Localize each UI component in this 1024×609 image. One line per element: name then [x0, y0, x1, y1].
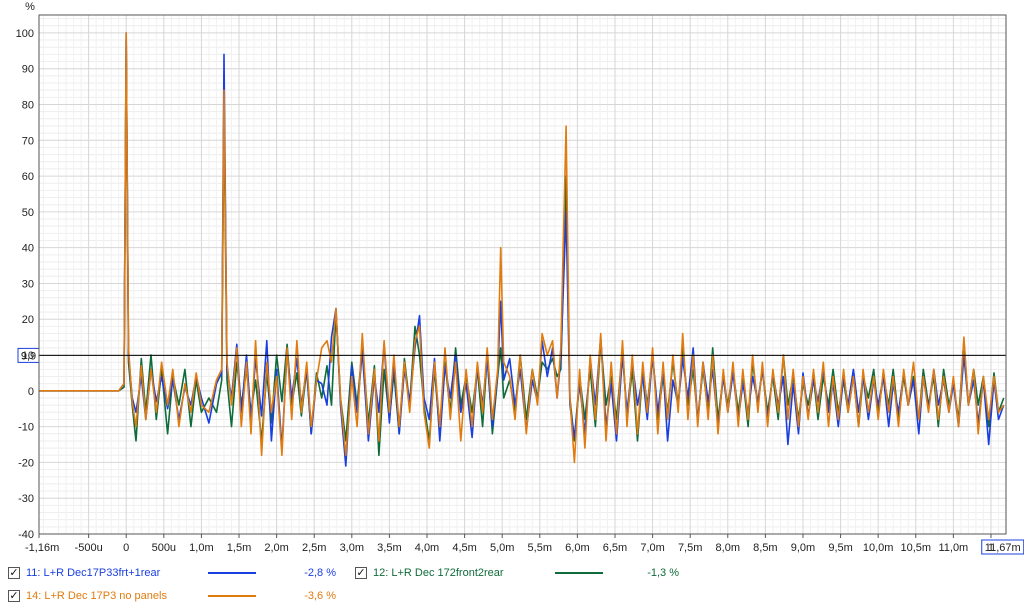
y-tick-label: 100: [16, 28, 34, 40]
series-12-value: -1,3 %: [647, 567, 679, 579]
x-tick-label: -1,16m: [25, 542, 59, 554]
x-tick-label: 2,5m: [302, 542, 326, 554]
series-12-name: 12: L+R Dec 172front2rear: [373, 567, 504, 579]
y-cursor-label: 9,9: [21, 350, 36, 362]
x-tick-label: 6,5m: [603, 542, 627, 554]
y-tick-label: 20: [22, 314, 34, 326]
series-14-value: -3,6 %: [304, 590, 336, 602]
series-11-checkbox[interactable]: ✓: [8, 566, 20, 579]
series-12-checkbox[interactable]: ✓: [355, 566, 367, 579]
legend-item-series-12[interactable]: ✓ 12: L+R Dec 172front2rear -1,3 %: [355, 564, 679, 582]
x-cursor-label: 11,67m: [985, 542, 1021, 554]
y-tick-label: 50: [22, 207, 34, 219]
x-tick-label: 6,0m: [565, 542, 589, 554]
x-tick-label: 11,0m: [938, 542, 968, 554]
x-tick-label: 3,5m: [377, 542, 401, 554]
x-tick-label: 8,0m: [716, 542, 740, 554]
x-tick-label: 0: [123, 542, 129, 554]
cursor-layer: 9,9 11,67m: [17, 347, 1024, 555]
x-tick-label: 7,0m: [640, 542, 664, 554]
plot-area-background: [39, 15, 1006, 534]
x-tick-label: -500u: [75, 542, 103, 554]
y-unit-label: %: [25, 1, 35, 13]
plot-area-frame: [38, 14, 1007, 535]
x-tick-label: 500u: [152, 542, 176, 554]
impulse-chart[interactable]: 9,911,67m 1009080706050403020100-10-20-3…: [0, 0, 1024, 560]
series-14-name: 14: L+R Dec 17P3 no panels: [26, 590, 167, 602]
legend: ✓ 11: L+R Dec17P33frt+1rear -2,8 % ✓ 12:…: [0, 562, 1024, 609]
legend-item-series-11[interactable]: ✓ 11: L+R Dec17P33frt+1rear -2,8 %: [8, 564, 336, 582]
series-11-value: -2,8 %: [304, 567, 336, 579]
series-11-name: 11: L+R Dec17P33frt+1rear: [26, 567, 161, 579]
x-tick-label: 5,0m: [490, 542, 514, 554]
x-tick-label: 7,5m: [678, 542, 702, 554]
x-tick-label: 10,0m: [863, 542, 894, 554]
series-14-checkbox[interactable]: ✓: [8, 589, 20, 602]
y-tick-label: -30: [18, 493, 34, 505]
y-tick-label: 40: [22, 243, 34, 255]
y-tick-label: -20: [18, 457, 34, 469]
x-tick-label: 9,0m: [791, 542, 815, 554]
x-tick-label: 9,5m: [828, 542, 852, 554]
series-12-swatch: [555, 572, 603, 574]
x-tick-label: 10,5m: [900, 542, 931, 554]
x-tick-label: 1,5m: [227, 542, 251, 554]
x-tick-label: 4,0m: [415, 542, 439, 554]
x-tick-label: 8,5m: [753, 542, 777, 554]
legend-item-series-14[interactable]: ✓ 14: L+R Dec 17P3 no panels -3,6 %: [8, 587, 336, 605]
series-14-swatch: [208, 595, 256, 597]
x-tick-label: 5,5m: [528, 542, 552, 554]
x-tick-label: 1,0m: [189, 542, 213, 554]
x-axis: -1,16m -500u 0 500u 1,0m 1,5m 2,0m 2,5m 3,0m 3,5m…: [25, 534, 994, 554]
grid: [38, 15, 1007, 535]
y-tick-label: 70: [22, 135, 34, 147]
x-tick-label: 4,5m: [452, 542, 476, 554]
y-tick-label: 0: [28, 386, 34, 398]
x-tick-label: 1: [988, 542, 994, 554]
series-layer: [39, 32, 1005, 467]
y-tick-label: 60: [22, 171, 34, 183]
y-tick-label: 90: [22, 64, 34, 76]
x-tick-label: 3,0m: [340, 542, 364, 554]
y-tick-label: -10: [18, 422, 34, 434]
y-tick-label: -40: [18, 529, 34, 541]
y-tick-label: 80: [22, 99, 34, 111]
x-tick-label: 2,0m: [264, 542, 288, 554]
series-11-swatch: [208, 572, 256, 574]
y-tick-label: 10: [22, 350, 34, 362]
y-tick-label: 30: [22, 278, 34, 290]
series-line-3: [39, 32, 1005, 464]
